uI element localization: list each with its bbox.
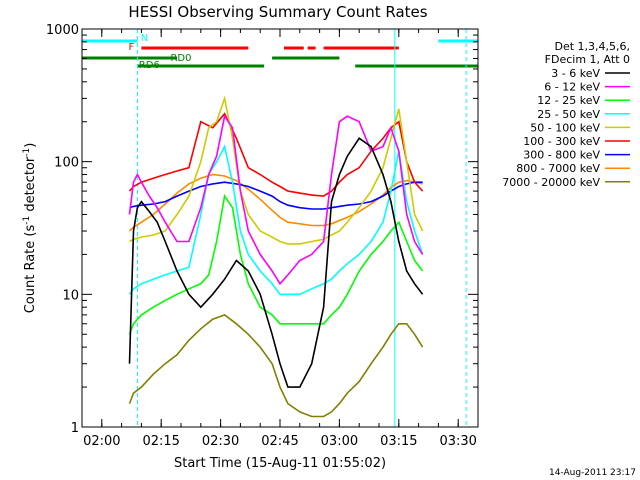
x-tick-label-2: 02:30 [202, 434, 239, 449]
series-line-12-25-kev [128, 194, 424, 335]
y-axis-label-end: ) [23, 143, 38, 148]
y-tick-label-0: 1 [71, 421, 79, 436]
vertical-markers [136, 29, 467, 427]
series-line-25-50-kev [128, 144, 424, 296]
y-axis-label: Count Rate (s-1 detector-1) [22, 143, 38, 314]
y-axis-label-exp1: -1 [22, 216, 32, 225]
x-tick-label-4: 03:00 [321, 434, 358, 449]
series-line-800-7000-kev [128, 173, 423, 232]
chart-title: HESSI Observing Summary Count Rates [128, 3, 427, 21]
series-line-7000-20000-kev [128, 314, 424, 418]
legend-header-line-2: FDecim 1, Att 0 [545, 53, 630, 66]
x-axis-ticks: 02:00 02:15 02:30 02:45 03:00 03:15 03:30 [81, 29, 479, 449]
x-tick-label-1: 02:15 [142, 434, 179, 449]
y-axis-label-main: Count Rate (s [23, 225, 38, 314]
footer-timestamp: 14-Aug-2011 23:17 [549, 468, 636, 478]
legend: Det 1,3,4,5,6, FDecim 1, Att 0 3 - 6 keV… [502, 40, 630, 189]
legend-header-line-1: Det 1,3,4,5,6, [554, 40, 630, 53]
y-tick-label-3: 1000 [46, 23, 79, 38]
legend-label-6-12-kev: 6 - 12 keV [544, 81, 600, 94]
y-axis-label-exp2: -1 [22, 148, 32, 157]
status-bar-label-f: F [129, 42, 135, 53]
legend-label-25-50-kev: 25 - 50 keV [537, 108, 600, 121]
legend-label-12-25-kev: 12 - 25 keV [537, 94, 600, 107]
x-axis-label: Start Time (15-Aug-11 01:55:02) [174, 456, 386, 471]
series-line-100-300-kev [128, 112, 424, 197]
status-bar-label-rd6: RD6 [139, 60, 160, 71]
legend-label-800-7000-kev: 800 - 7000 keV [516, 162, 600, 175]
legend-label-300-800-kev: 300 - 800 keV [523, 149, 600, 162]
x-tick-label-6: 03:30 [439, 434, 476, 449]
legend-label-7000-20000-kev: 7000 - 20000 keV [502, 176, 600, 189]
status-bars: NF RD0 RD6 [82, 33, 478, 71]
legend-label-3-6-kev: 3 - 6 keV [551, 67, 600, 80]
series-line-3-6-kev [128, 137, 424, 388]
legend-label-100-300-kev: 100 - 300 keV [523, 135, 600, 148]
plot-series [128, 95, 424, 418]
series-line-300-800-kev [129, 181, 423, 210]
status-bar-label-n: N [141, 33, 148, 44]
y-axis-label-mid: detector [23, 156, 38, 216]
y-tick-label-1: 10 [62, 288, 79, 303]
series-line-6-12-kev [128, 114, 424, 286]
x-tick-label-0: 02:00 [83, 434, 120, 449]
legend-label-50-100-kev: 50 - 100 keV [530, 121, 600, 134]
x-tick-label-3: 02:45 [261, 434, 298, 449]
y-tick-label-2: 100 [54, 156, 79, 171]
y-axis-ticks: 1 10 100 1000 [46, 23, 478, 436]
status-bar-label-rd0: RD0 [170, 53, 191, 64]
x-tick-label-5: 03:15 [380, 434, 417, 449]
